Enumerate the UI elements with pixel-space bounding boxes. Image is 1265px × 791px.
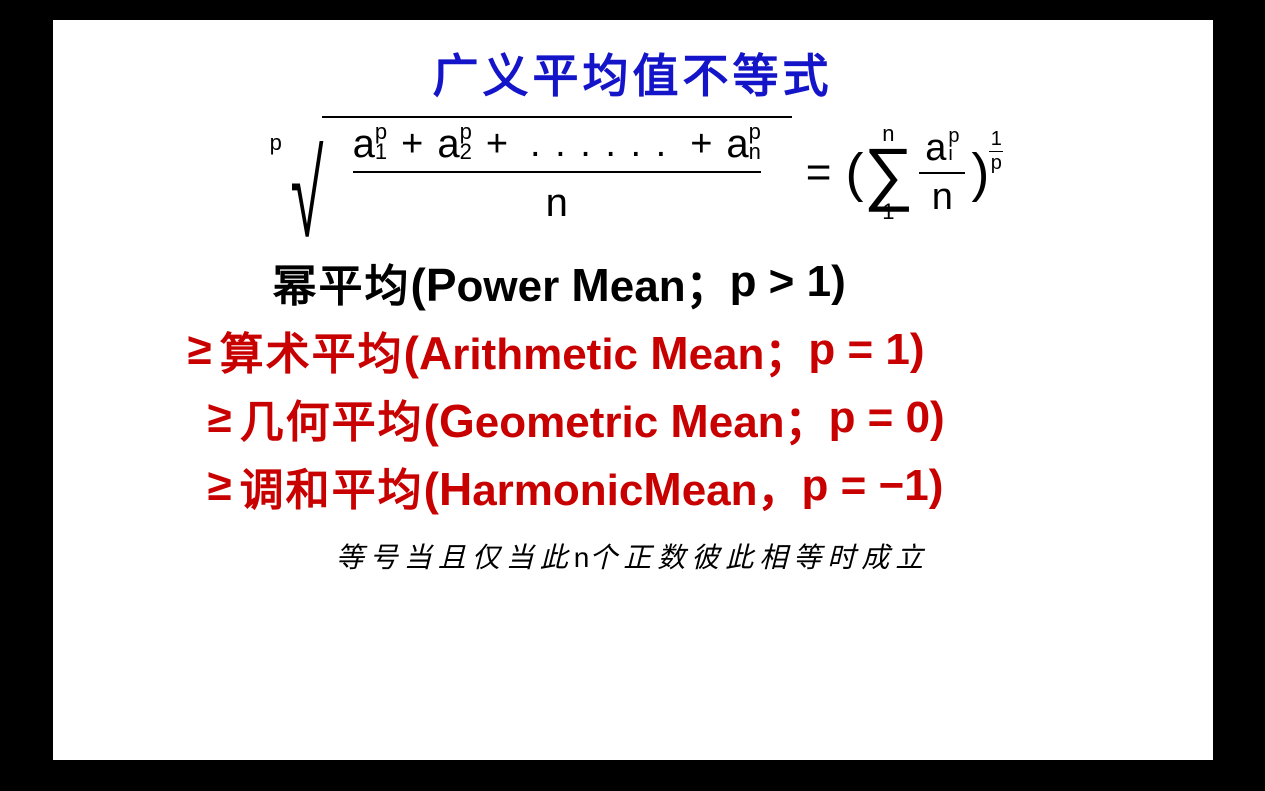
radicand: a p 1 + a p 2 bbox=[322, 116, 792, 230]
fraction-line bbox=[353, 171, 761, 173]
sigma-symbol: ∑ bbox=[863, 145, 913, 201]
mean-name-en: (Power Mean； bbox=[411, 250, 730, 314]
plus-3: + bbox=[682, 123, 720, 166]
means-list: 幂平均(Power Mean； p > 1)≥算术平均(Arithmetic M… bbox=[188, 250, 1183, 518]
mean-line-2: ≥几何平均(Geometric Mean； p = 0) bbox=[208, 386, 945, 450]
mean-name-cn: 几何平均 bbox=[240, 386, 424, 450]
summation: n ∑ 1 bbox=[863, 123, 913, 223]
slide-card: 广义平均值不等式 p √ a p 1 + bbox=[53, 20, 1213, 760]
p-condition: p = 1) bbox=[808, 325, 924, 375]
equals: = bbox=[792, 148, 846, 198]
dots: . . . . . . bbox=[522, 123, 676, 166]
rparen: ) bbox=[971, 142, 989, 204]
mean-name-en: (Geometric Mean； bbox=[424, 386, 829, 450]
fraction: a p 1 + a p 2 bbox=[353, 122, 761, 230]
p-condition: p > 1) bbox=[730, 257, 846, 307]
mean-line-1: ≥算术平均(Arithmetic Mean； p = 1) bbox=[188, 318, 925, 382]
p-condition: p = −1) bbox=[802, 461, 944, 511]
mean-name-en: (Arithmetic Mean； bbox=[404, 318, 809, 382]
term-a2p: a p 2 bbox=[437, 122, 472, 167]
lparen: ( bbox=[845, 142, 863, 204]
footnote: 等号当且仅当此n个正数彼此相等时成立 bbox=[83, 536, 1183, 576]
plus-2: + bbox=[478, 123, 516, 166]
plus-1: + bbox=[393, 123, 431, 166]
numerator: a p 1 + a p 2 bbox=[353, 122, 761, 167]
root-index: p bbox=[270, 130, 282, 156]
mean-line-0: 幂平均(Power Mean； p > 1) bbox=[273, 250, 846, 314]
geq-symbol: ≥ bbox=[188, 325, 212, 375]
geq-symbol: ≥ bbox=[208, 393, 232, 443]
mean-name-cn: 算术平均 bbox=[220, 318, 404, 382]
term-a1p: a p 1 bbox=[353, 122, 388, 167]
sum-term: a p i n bbox=[919, 127, 965, 219]
p-condition: p = 0) bbox=[829, 393, 945, 443]
mean-name-cn: 调和平均 bbox=[240, 454, 424, 518]
mean-line-3: ≥调和平均(HarmonicMean， p = −1) bbox=[208, 454, 944, 518]
denominator: n bbox=[546, 177, 568, 230]
geq-symbol: ≥ bbox=[208, 461, 232, 511]
radical-sign: √ bbox=[290, 159, 323, 231]
formula: p √ a p 1 + a bbox=[83, 116, 1183, 230]
mean-name-en: (HarmonicMean， bbox=[424, 454, 802, 518]
slide-title: 广义平均值不等式 bbox=[83, 40, 1183, 106]
p-th-root: p √ a p 1 + a bbox=[262, 116, 792, 230]
exponent-1-over-p: 1 p bbox=[989, 128, 1003, 175]
term-anp: a p n bbox=[726, 122, 761, 167]
